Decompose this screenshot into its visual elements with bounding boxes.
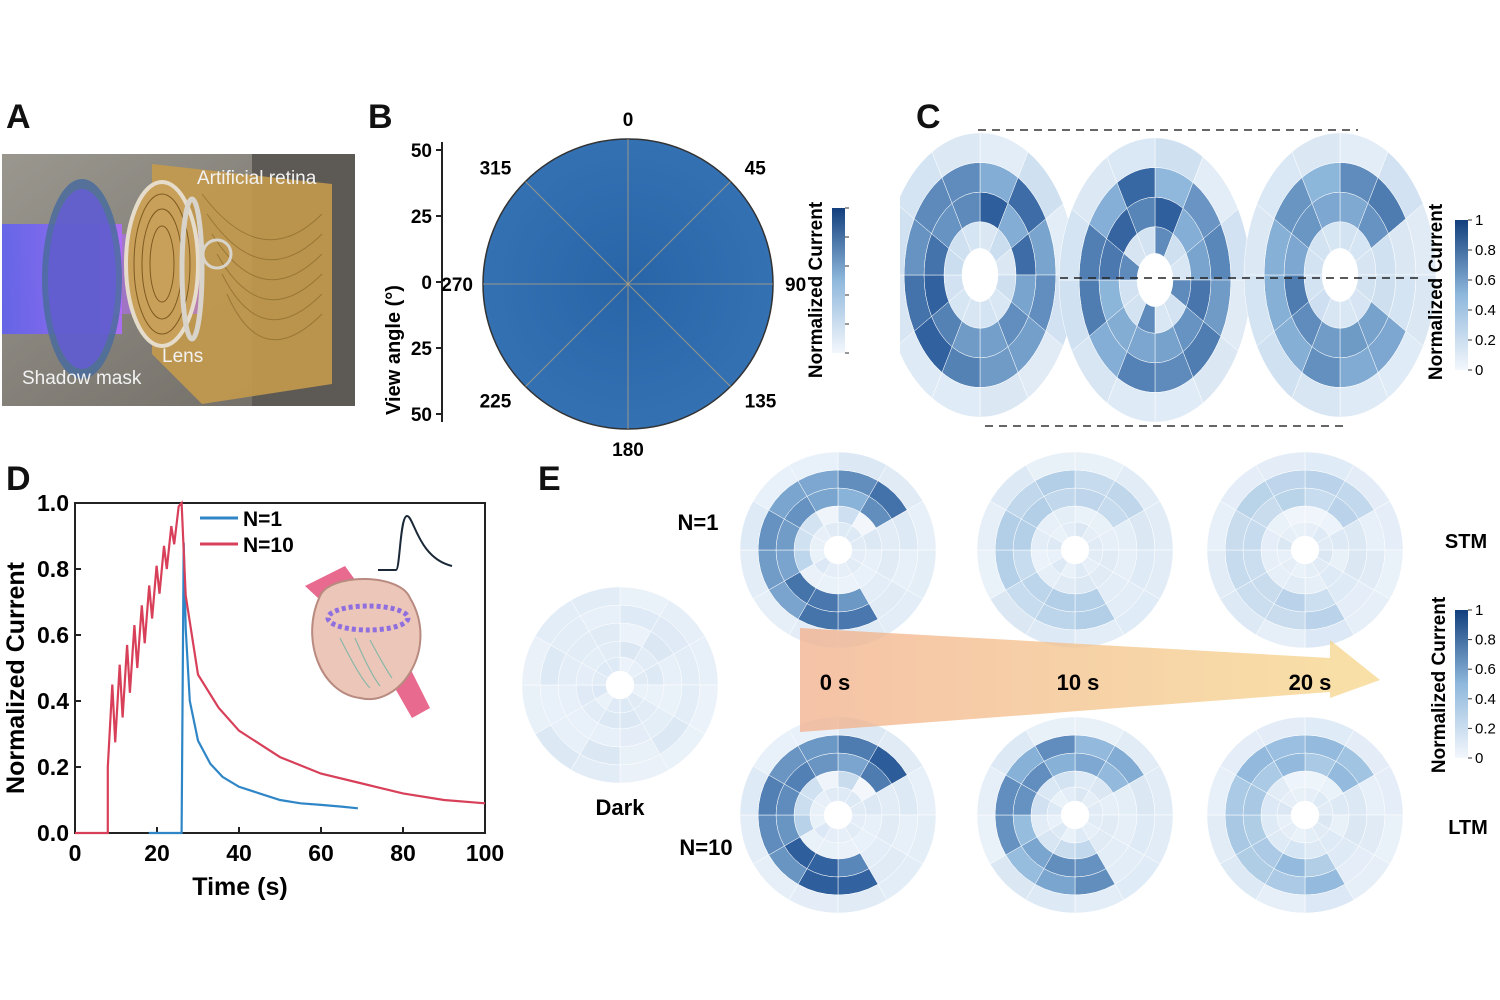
polar-view-angle-chart: View angle (°) 50 25 0 25 50 0 45 90 135 180 225 2… xyxy=(383,110,849,460)
synapse-illustration xyxy=(305,566,430,718)
polar-angle-label: 0 xyxy=(623,110,634,131)
panel-c-colorbar xyxy=(1455,220,1468,370)
polar-angle-label: 45 xyxy=(745,158,767,179)
colorbar-tick-label: 0.8 xyxy=(1475,242,1496,259)
pattern-map-O xyxy=(900,132,1077,418)
stm-label: STM xyxy=(1445,531,1487,553)
y-tick-label: 0.8 xyxy=(37,556,69,582)
n10-map-0 xyxy=(739,716,937,914)
y-axis-label: Normalized Current xyxy=(2,561,30,794)
map-cell xyxy=(1255,716,1306,747)
x-tick-label: 20 xyxy=(144,840,170,866)
dark-map xyxy=(521,586,719,784)
n1-map-2 xyxy=(1206,451,1404,649)
n10-map-2 xyxy=(1206,716,1404,914)
panel-b-colorbar-label: Normalized Current xyxy=(806,201,827,378)
colorbar-tick-label: 0.6 xyxy=(1475,661,1496,678)
lens-label: Lens xyxy=(162,346,203,367)
n10-map-1 xyxy=(976,716,1174,914)
polar-spoke xyxy=(627,181,731,285)
colorbar-tick-label: 0.4 xyxy=(1475,302,1496,319)
colorbar-tick-label: 1 xyxy=(1475,212,1483,229)
time-label-20s: 20 s xyxy=(1289,670,1332,695)
row-label-n10: N=10 xyxy=(679,835,732,860)
time-arrow xyxy=(800,628,1380,732)
legend-n10-label: N=10 xyxy=(243,534,294,557)
polar-angle-label: 225 xyxy=(480,392,512,413)
spike-inset-icon xyxy=(378,514,453,571)
map-cell xyxy=(900,274,915,344)
x-tick-label: 100 xyxy=(466,840,504,866)
row-label-n1: N=1 xyxy=(678,510,719,535)
x-tick-label: 0 xyxy=(69,840,82,866)
y-tick-label: 1.0 xyxy=(37,490,69,516)
panel-a-label: A xyxy=(6,98,31,136)
legend-n1-label: N=1 xyxy=(243,508,282,531)
pattern-map-X xyxy=(1058,137,1252,423)
map-cell xyxy=(931,132,981,179)
polar-spoke xyxy=(627,283,731,387)
panel-b-colorbar xyxy=(832,208,845,353)
panel-e-colorbar-label: Normalized Current xyxy=(1429,596,1450,773)
time-label-0s: 0 s xyxy=(820,670,851,695)
colorbar-tick-label: 0.8 xyxy=(1475,632,1496,649)
panel-d-label: D xyxy=(6,460,31,498)
dark-label: Dark xyxy=(596,795,646,820)
map-cell xyxy=(1025,451,1076,482)
pattern-map-C xyxy=(1243,132,1437,418)
x-tick-label: 80 xyxy=(390,840,416,866)
colorbar-tick-label: 1 xyxy=(1475,602,1483,619)
x-tick-label: 40 xyxy=(226,840,252,866)
panel-e-colorbar xyxy=(1455,610,1468,758)
colorbar-tick-label: 0.6 xyxy=(1475,272,1496,289)
colorbar-tick-label: 0 xyxy=(1475,362,1483,379)
y-tick-label: 0.4 xyxy=(37,688,69,714)
ltm-label: LTM xyxy=(1448,817,1488,839)
y-tick-label: 0.2 xyxy=(37,754,69,780)
panel-a-illustration: Artificial retina Lens Shadow mask xyxy=(2,154,355,406)
memory-retention-maps: 0 s 10 s 20 s N=1 N=10 Dark STM LTM Norm… xyxy=(521,451,1496,914)
map-cell xyxy=(1106,137,1156,184)
colorbar-tick-label: 0.2 xyxy=(1475,332,1496,349)
map-cell xyxy=(788,451,839,482)
map-cell xyxy=(1291,132,1341,179)
n1-map-0 xyxy=(739,451,937,649)
x-axis-label: Time (s) xyxy=(192,873,287,901)
map-cell xyxy=(570,586,621,617)
polar-angle-label: 270 xyxy=(441,275,473,296)
n1-map-1 xyxy=(976,451,1174,649)
polar-angle-label: 90 xyxy=(785,275,806,296)
colorbar-tick-label: 0.4 xyxy=(1475,691,1496,708)
shadow-mask-label: Shadow mask xyxy=(22,368,142,389)
artificial-eye-illustration: Artificial retina Lens Shadow mask xyxy=(2,154,355,406)
colorbar-tick-label: 0.2 xyxy=(1475,720,1496,737)
plot-frame xyxy=(74,502,486,834)
panel-c-colorbar-label: Normalized Current xyxy=(1426,203,1447,380)
view-angle-axis-label: View angle (°) xyxy=(383,285,405,415)
polar-angle-label: 180 xyxy=(612,440,644,460)
view-angle-tick-label: 25 xyxy=(411,339,433,360)
time-label-10s: 10 s xyxy=(1057,670,1100,695)
colorbar-tick-label: 0 xyxy=(1475,750,1483,767)
view-angle-tick-label: 50 xyxy=(411,141,432,162)
view-angle-tick-label: 50 xyxy=(411,405,432,426)
panel-c-label: C xyxy=(916,98,941,136)
polar-spoke xyxy=(525,181,629,285)
map-cell xyxy=(1255,451,1306,482)
y-tick-label: 0.6 xyxy=(37,622,69,648)
series-line-N=10 xyxy=(75,500,486,835)
polar-angle-label: 135 xyxy=(745,392,777,413)
panel-e-label: E xyxy=(538,460,561,498)
view-angle-tick-label: 0 xyxy=(421,273,432,294)
polar-angle-label: 315 xyxy=(480,158,512,179)
pattern-recognition-maps: Normalized Current 1 0.8 0.6 0.4 0.2 0 xyxy=(900,129,1496,427)
view-angle-tick-label: 25 xyxy=(411,207,433,228)
current-time-chart: 0 20 40 60 80 100 0.0 0.2 0.4 0.6 0.8 1.0 Time (s) No… xyxy=(2,490,504,901)
panel-b-label: B xyxy=(368,98,393,136)
polar-spoke xyxy=(525,283,629,387)
x-tick-label: 60 xyxy=(308,840,334,866)
map-cell xyxy=(1025,716,1076,747)
artificial-retina-label: Artificial retina xyxy=(197,168,317,189)
y-tick-label: 0.0 xyxy=(37,820,69,846)
